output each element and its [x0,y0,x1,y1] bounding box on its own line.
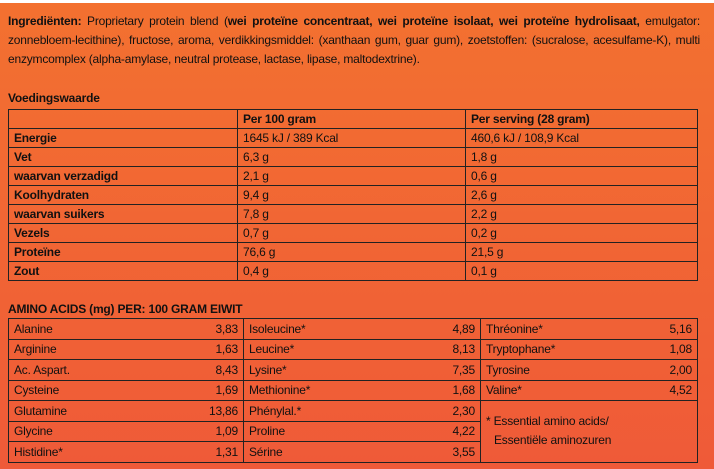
nutrient-value: 2,1 g [237,166,466,186]
amino-value: 4,52 [633,379,698,401]
nutrient-value: 0,7 g [237,223,466,243]
amino-value: 1,31 [169,441,244,463]
nutrient-name: Koolhydraten [8,185,238,205]
note-line: Essentiële aminozuren [494,433,612,448]
nutrient-name: Proteïne [8,242,238,262]
table-row: Vezels 0,7 g 0,2 g [8,223,698,243]
table-row: Ac. Aspart. 8,43 Lysine* 7,35 Tyrosine 2,00 [8,359,698,381]
amino-name: Sérine [243,441,404,463]
nutrient-name: Vet [8,147,238,167]
amino-name: Histidine* [8,441,169,463]
ingredients-part: emulgator: zonnebloem-lecithine), fructo… [8,14,700,66]
ingredients-label: Ingrediënten: [8,14,82,28]
table-row: Koolhydraten 9,4 g 2,6 g [8,185,698,205]
nutrient-value: 76,6 g [237,242,466,262]
amino-value: 5,16 [633,318,698,340]
amino-note: * Essential amino acids/Essentiële amino… [480,400,698,463]
ingredients-bold: wei proteïne concentraat, wei proteïne i… [227,14,640,28]
header-cell [8,109,238,129]
table-row: waarvan suikers 7,8 g 2,2 g [8,204,698,224]
nutrient-name: waarvan verzadigd [8,166,238,186]
nutrient-value: 2,2 g [465,204,698,224]
table-row: Zout 0,4 g 0,1 g [8,261,698,281]
amino-value: 3,55 [404,441,481,463]
nutrient-name: waarvan suikers [8,204,238,224]
nutrient-value: 2,6 g [465,185,698,205]
amino-value: 1,08 [633,338,698,360]
nutrient-value: 9,4 g [237,185,466,205]
nutrient-value: 1645 kJ / 389 Kcal [237,128,466,148]
amino-table: Alanine 3,83 Isoleucine* 4,89 Thréonine* 5,16… [8,318,698,463]
table-header: Per 100 gram Per serving (28 gram) [8,109,698,129]
note-line: * Essential amino acids/ [486,414,609,429]
table-row: Cysteine 1,69 Methionine* 1,68 Valine* 4,52 [8,379,698,401]
nutrient-value: 460,6 kJ / 108,9 Kcal [465,128,698,148]
nutrient-value: 21,5 g [465,242,698,262]
amino-title: AMINO ACIDS (mg) PER: 100 GRAM EIWIT [8,302,243,316]
ingredients-part: Proprietary protein blend ( [81,14,228,28]
amino-value: 4,89 [404,318,481,340]
amino-name: Methionine* [243,379,404,401]
amino-value: 4,22 [404,420,481,442]
header-cell: Per 100 gram [237,109,466,129]
nutrient-value: 0,2 g [465,223,698,243]
nutrient-value: 0,4 g [237,261,466,281]
table-row: Alanine 3,83 Isoleucine* 4,89 Thréonine* 5,16 [8,318,698,340]
amino-value: 1,68 [404,379,481,401]
amino-name: Ac. Aspart. [8,359,169,381]
table-row: Proteïne 76,6 g 21,5 g [8,242,698,262]
amino-value: 2,30 [404,400,481,422]
nutrient-value: 7,8 g [237,204,466,224]
nutrient-value: 6,3 g [237,147,466,167]
amino-name: Phénylal.* [243,400,404,422]
amino-name: Thréonine* [479,318,634,340]
table-row: Energie 1645 kJ / 389 Kcal 460,6 kJ / 108,… [8,128,698,148]
amino-name: Tryptophane* [479,338,634,360]
amino-value: 1,69 [169,379,244,401]
amino-name: Arginine [8,338,169,360]
amino-name: Glutamine [8,400,169,422]
table-row: Glycine 1,09 Proline 4,22 [8,420,698,442]
amino-name: Proline [243,420,404,442]
amino-name: Isoleucine* [243,318,404,340]
amino-value: 3,83 [169,318,244,340]
table-row: Arginine 1,63 Leucine* 8,13 Tryptophane* 1,08 [8,338,698,360]
amino-value: 8,13 [404,338,481,360]
amino-name: Tyrosine [479,359,634,381]
table-row: Histidine* 1,31 Sérine 3,55 [8,441,698,463]
table-row: waarvan verzadigd 2,1 g 0,6 g [8,166,698,186]
amino-name: Cysteine [8,379,169,401]
nutrient-name: Energie [8,128,238,148]
amino-value: 8,43 [169,359,244,381]
nutrient-name: Zout [8,261,238,281]
amino-name: Glycine [8,420,169,442]
nutrient-value: 0,1 g [465,261,698,281]
table-row: Vet 6,3 g 1,8 g [8,147,698,167]
header-cell: Per serving (28 gram) [465,109,698,129]
ingredients-text: Ingrediënten: Proprietary protein blend … [8,12,700,69]
nutrient-name: Vezels [8,223,238,243]
nutrition-title: Voedingswaarde [8,91,100,105]
amino-value: 7,35 [404,359,481,381]
amino-name: Lysine* [243,359,404,381]
table-row: Glutamine 13,86 Phénylal.* 2,30 * Essential … [8,400,698,463]
amino-value: 1,63 [169,338,244,360]
amino-value: 13,86 [169,400,244,422]
amino-name: Alanine [8,318,169,340]
amino-value: 1,09 [169,420,244,442]
nutrition-table: Per 100 gram Per serving (28 gram) Energie… [8,109,698,281]
top-border [0,0,714,3]
amino-name: Valine* [479,379,634,401]
amino-value: 2,00 [633,359,698,381]
amino-name: Leucine* [243,338,404,360]
nutrient-value: 0,6 g [465,166,698,186]
nutrient-value: 1,8 g [465,147,698,167]
